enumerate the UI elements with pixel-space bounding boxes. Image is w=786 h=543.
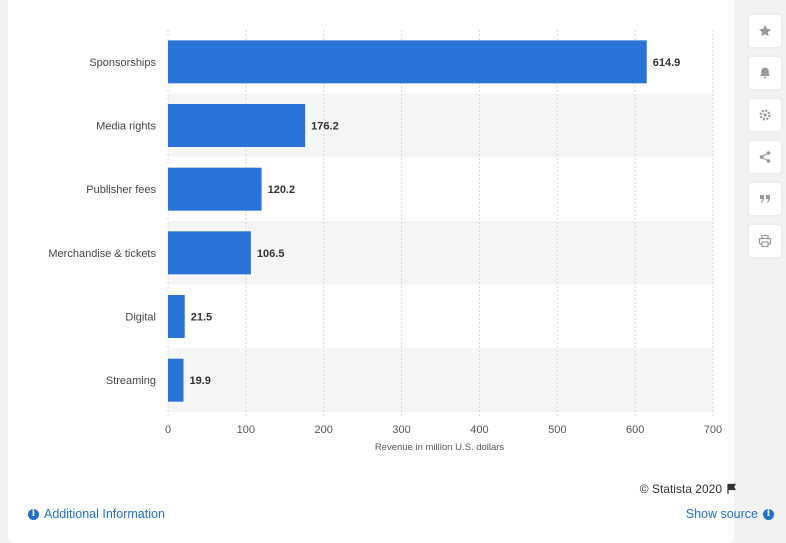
x-tick-label: 500 <box>548 424 566 436</box>
bar[interactable] <box>168 104 306 147</box>
notification-button[interactable] <box>748 56 782 90</box>
additional-information-link[interactable]: i Additional Information <box>28 507 165 521</box>
category-label: Digital <box>125 312 156 324</box>
x-tick-label: 100 <box>237 424 255 436</box>
category-label: Media rights <box>96 121 156 133</box>
show-source-label: Show source <box>685 507 758 521</box>
additional-information-label: Additional Information <box>44 507 165 521</box>
quote-icon <box>760 195 770 203</box>
bar[interactable] <box>168 295 185 338</box>
x-tick-label: 400 <box>470 424 488 436</box>
category-label: Sponsorships <box>89 57 156 69</box>
x-tick-label: 200 <box>315 424 333 436</box>
copyright-text: © Statista 2020 <box>639 482 722 496</box>
value-label: 120.2 <box>268 184 296 196</box>
x-tick-label: 0 <box>165 424 171 436</box>
category-label: Streaming <box>106 375 156 387</box>
settings-button[interactable] <box>748 98 782 132</box>
value-label: 106.5 <box>257 248 285 260</box>
print-button[interactable] <box>748 224 782 258</box>
bar[interactable] <box>168 358 184 402</box>
value-label: 614.9 <box>653 57 681 69</box>
show-source-link[interactable]: Show source i <box>686 507 774 521</box>
value-label: 19.9 <box>189 375 210 387</box>
share-icon <box>759 151 771 163</box>
statista-credit: © Statista 2020 <box>640 482 738 496</box>
share-button[interactable] <box>748 140 782 174</box>
row-band <box>168 348 713 412</box>
value-label: 176.2 <box>311 121 339 133</box>
x-tick-label: 600 <box>626 424 644 436</box>
info-icon: i <box>763 508 774 520</box>
bar[interactable] <box>168 40 647 84</box>
print-icon <box>758 234 772 248</box>
info-icon: i <box>28 508 39 520</box>
flag-icon[interactable] <box>726 483 738 495</box>
star-icon <box>759 25 771 37</box>
x-axis-label: Revenue in million U.S. dollars <box>375 442 505 453</box>
x-tick-label: 300 <box>392 424 410 436</box>
gear-icon <box>759 109 771 121</box>
x-tick-label: 700 <box>704 424 722 436</box>
bell-icon <box>760 67 770 79</box>
favorite-button[interactable] <box>748 14 782 48</box>
category-label: Publisher fees <box>86 184 156 196</box>
cite-button[interactable] <box>748 182 782 216</box>
category-label: Merchandise & tickets <box>48 248 156 260</box>
bar[interactable] <box>168 167 262 211</box>
row-band <box>168 221 713 285</box>
value-label: 21.5 <box>191 312 212 324</box>
bar[interactable] <box>168 231 251 275</box>
